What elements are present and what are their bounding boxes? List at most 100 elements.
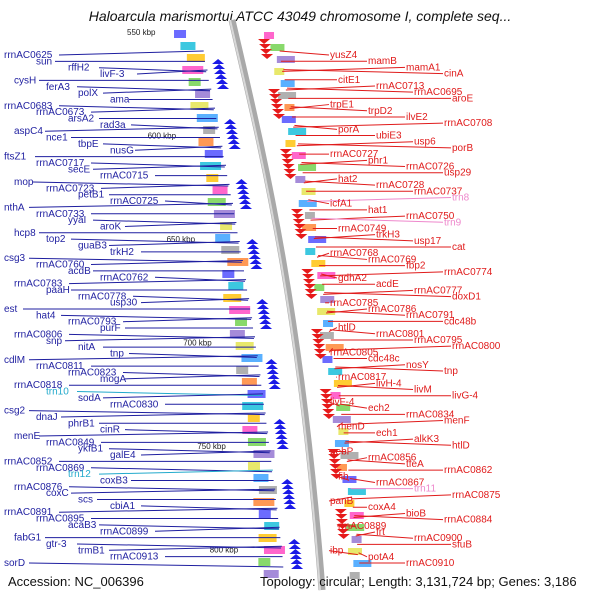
gene-label[interactable]: rrnAC0713 <box>376 81 425 92</box>
gene-label[interactable]: nce1 <box>46 133 68 144</box>
gene-label[interactable]: ftsZ1 <box>4 152 27 163</box>
gene-label[interactable]: hcp8 <box>14 228 36 239</box>
gene-label[interactable]: secE <box>68 164 91 175</box>
gene-label[interactable]: fib <box>338 471 349 482</box>
gene-label[interactable]: rrnAC0783 <box>14 279 63 290</box>
gene-label[interactable]: coxB3 <box>100 475 128 486</box>
gene-label[interactable]: rrnAC0793 <box>68 317 117 328</box>
gene-label[interactable]: mop <box>14 177 34 188</box>
gene-label[interactable]: rrnAC0769 <box>368 254 417 265</box>
gene-label[interactable]: galE4 <box>110 450 136 461</box>
gene-label[interactable]: rrnAC0834 <box>406 409 455 420</box>
gene-label[interactable]: cdc48b <box>444 316 477 327</box>
gene-label[interactable]: tnp <box>444 366 458 377</box>
gene-label[interactable]: fbp2 <box>406 261 426 272</box>
gene-label[interactable]: ubiE3 <box>376 131 402 142</box>
gene-label[interactable]: rrnAC0625 <box>4 50 53 61</box>
gene-label[interactable]: doxD1 <box>452 292 481 303</box>
gene-label[interactable]: nusG <box>110 145 134 156</box>
gene-label[interactable]: rrnAC0791 <box>406 310 455 321</box>
gene-label[interactable]: rrnAC0673 <box>36 107 85 118</box>
gene-label[interactable]: rrnAC0867 <box>376 477 425 488</box>
gene-label[interactable]: coxA4 <box>368 502 396 513</box>
gene-label[interactable]: coxC <box>46 488 69 499</box>
gene-label[interactable]: htlD <box>338 323 356 334</box>
gene-label[interactable]: rrnAC0723 <box>46 183 95 194</box>
gene-label[interactable]: rrnAC0876 <box>14 482 63 493</box>
gene-label[interactable]: citE1 <box>338 75 361 86</box>
gene-label[interactable]: nosY <box>406 360 429 371</box>
gene-label[interactable]: usp6 <box>414 137 436 148</box>
gene-label[interactable]: nthA <box>4 202 25 213</box>
gene-label[interactable]: sun <box>36 56 52 67</box>
gene-label[interactable]: alkK3 <box>414 434 439 445</box>
gene-label[interactable]: rrnAC0715 <box>100 171 149 182</box>
gene-label[interactable]: rrnAC0749 <box>338 223 387 234</box>
gene-label[interactable]: hat2 <box>338 174 358 185</box>
gene-label[interactable]: rrnAC0762 <box>100 272 149 283</box>
gene-label[interactable]: rrnAC0777 <box>414 285 463 296</box>
gene-label[interactable]: hat4 <box>36 310 56 321</box>
gene-label[interactable]: livF-4 <box>330 397 355 408</box>
gene-label[interactable]: ilvE2 <box>406 112 428 123</box>
gene-label[interactable]: aroE <box>452 93 473 104</box>
gene-label[interactable]: rrnAC0695 <box>414 87 463 98</box>
gene-label[interactable]: livG-4 <box>452 391 479 402</box>
gene-label[interactable]: rffH2 <box>68 63 90 74</box>
gene-label[interactable]: livH-4 <box>376 378 402 389</box>
gene-label[interactable]: fabG1 <box>14 533 42 544</box>
gene-label[interactable]: rrnAC0899 <box>100 526 149 537</box>
gene-label[interactable]: phr1 <box>368 155 388 166</box>
gene-label[interactable]: rrnAC0728 <box>376 180 425 191</box>
gene-label[interactable]: rrnAC0774 <box>444 267 493 278</box>
gene-label[interactable]: rrnAC0795 <box>414 335 463 346</box>
gene-label[interactable]: scs <box>78 495 93 506</box>
gene-label[interactable]: rrnAC0889 <box>338 521 387 532</box>
gene-label[interactable]: acdE <box>376 279 399 290</box>
gene-label[interactable]: rrnAC0683 <box>4 101 53 112</box>
gene-label[interactable]: ama <box>110 94 130 105</box>
gene-label[interactable]: ech2 <box>368 403 390 414</box>
gene-label[interactable]: dnaJ <box>36 412 58 423</box>
gene-label[interactable]: usp30 <box>110 298 138 309</box>
gene-label[interactable]: rrnAC0900 <box>414 533 463 544</box>
gene-label[interactable]: rrnAC0726 <box>406 162 455 173</box>
gene-label[interactable]: mogA <box>100 374 126 385</box>
gene-label[interactable]: top2 <box>46 234 66 245</box>
gene-label[interactable]: porA <box>338 124 359 135</box>
gene-label[interactable]: trkH2 <box>110 247 134 258</box>
gene-label[interactable]: frt <box>376 527 385 538</box>
gene-label[interactable]: cat <box>452 242 466 253</box>
gene-label[interactable]: rrnAC0733 <box>36 209 85 220</box>
gene-label[interactable]: hat1 <box>368 205 388 216</box>
gene-label[interactable]: gtr-3 <box>46 539 67 550</box>
gene-label[interactable]: potA4 <box>368 552 395 563</box>
gene-label[interactable]: csg2 <box>4 406 26 417</box>
gene-label[interactable]: rrnAC0875 <box>452 490 501 501</box>
gene-label[interactable]: mamA1 <box>406 62 441 73</box>
gene-label[interactable]: usp17 <box>414 236 442 247</box>
gene-label[interactable]: menF <box>444 416 470 427</box>
gene-label[interactable]: aspC4 <box>14 126 43 137</box>
gene-label[interactable]: yusZ4 <box>330 50 358 61</box>
gene-label[interactable]: rrnAC0785 <box>330 298 379 309</box>
gene-label[interactable]: cinR <box>100 425 120 436</box>
gene-label[interactable]: guaB3 <box>78 241 107 252</box>
gene-label[interactable]: gdhA2 <box>338 273 367 284</box>
gene-label[interactable]: menD <box>338 422 365 433</box>
gene-label[interactable]: rrnAC0717 <box>36 158 85 169</box>
gene-label[interactable]: rrnAC0895 <box>36 514 85 525</box>
gene-label[interactable]: tfeA <box>406 459 424 470</box>
gene-label[interactable]: polX <box>78 88 98 99</box>
gene-label[interactable]: ykfB1 <box>78 444 103 455</box>
gene-label[interactable]: trn8 <box>452 192 470 203</box>
gene-label[interactable]: rrnAC0856 <box>368 453 417 464</box>
gene-label[interactable]: rrnAC0817 <box>338 372 387 383</box>
gene-label[interactable]: trpE1 <box>330 100 354 111</box>
gene-label[interactable]: rrnAC0869 <box>36 463 85 474</box>
gene-label[interactable]: rrnAC0708 <box>444 118 493 129</box>
gene-label[interactable]: purF <box>100 323 121 334</box>
gene-label[interactable]: mamB <box>368 56 397 67</box>
gene-label[interactable]: ibp <box>330 546 344 557</box>
gene-label[interactable]: icfA1 <box>330 199 353 210</box>
